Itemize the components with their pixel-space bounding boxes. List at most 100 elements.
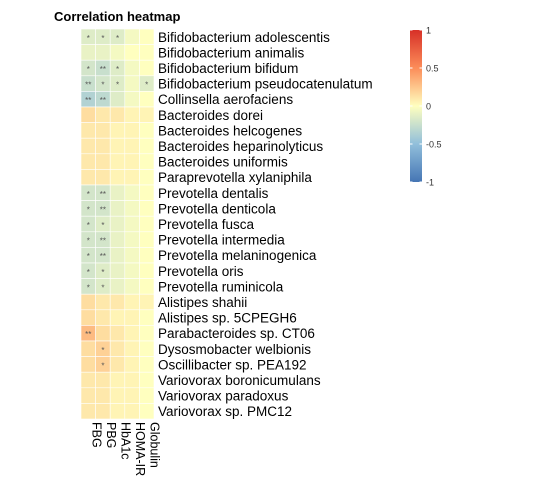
heatmap-cell-bacteroides-helcogenes-fbg — [80, 122, 96, 139]
heatmap-cell-alistipes-sp-5cpegh6-fbg — [80, 309, 96, 326]
heatmap-cell-prevotella-fusca-hba1c — [109, 215, 126, 233]
legend-tick-label: -1 — [426, 178, 434, 188]
significance-marker: ** — [85, 330, 91, 339]
heatmap-cell-oscillibacter-sp-pea192-homa-ir — [124, 356, 140, 373]
heatmap-cell-collinsella-aerofaciens-homa-ir — [124, 91, 140, 108]
heatmap-cell-prevotella-fusca-homa-ir — [124, 215, 140, 233]
significance-marker: * — [101, 283, 104, 292]
significance-marker: * — [116, 65, 119, 74]
row-label-prevotella-ruminicola: Prevotella ruminicola — [158, 279, 284, 294]
heatmap-cell-variovorax-boronicumulans-hba1c — [109, 371, 126, 389]
row-label-bacteroides-heparinolyticus: Bacteroides heparinolyticus — [158, 139, 323, 154]
heatmap-cell-prevotella-oris-homa-ir — [124, 262, 140, 279]
heatmap-cell-bifidobacterium-adolescentis-homa-ir — [124, 28, 140, 45]
row-label-variovorax-paradoxus: Variovorax paradoxus — [158, 389, 289, 404]
heatmap-cell-prevotella-dentalis-hba1c — [109, 184, 126, 201]
significance-marker: ** — [100, 205, 106, 214]
heatmap-cell-bacteroides-heparinolyticus-globulin — [139, 137, 155, 155]
heatmap-cell-prevotella-fusca-globulin — [139, 215, 155, 233]
heatmap-cell-paraprevotella-xylaniphila-pbg — [95, 169, 111, 186]
heatmap-cell-variovorax-boronicumulans-fbg — [80, 371, 96, 389]
heatmap-cell-prevotella-oris-globulin — [139, 262, 155, 279]
heatmap-cell-prevotella-denticola-globulin — [139, 200, 155, 217]
significance-marker: * — [87, 190, 90, 199]
heatmap-cell-bacteroides-heparinolyticus-fbg — [80, 137, 96, 155]
row-label-prevotella-melaninogenica: Prevotella melaninogenica — [158, 248, 317, 263]
heatmap-cell-alistipes-sp-5cpegh6-pbg — [95, 309, 111, 326]
significance-markers: * * ** ** *** * * *** *** *** *** ** *** *** ** ***** — [85, 34, 148, 371]
heatmap-cell-bacteroides-dorei-globulin — [139, 106, 155, 123]
column-labels: FBG PBG HbA1c HOMA-IR Globulin — [89, 422, 161, 476]
heatmap-cell-bifidobacterium-bifidum-globulin — [139, 59, 155, 77]
heatmap-cell-variovorax-sp-pmc12-pbg — [95, 403, 111, 420]
row-label-bifidobacterium-pseudocatenulatum: Bifidobacterium pseudocatenulatum — [158, 77, 373, 92]
legend-tick-label: 1 — [426, 26, 431, 36]
heatmap-cell-bacteroides-uniformis-pbg — [95, 153, 111, 170]
row-label-oscillibacter-sp-pea192: Oscillibacter sp. PEA192 — [158, 357, 307, 372]
heatmap-cell-prevotella-ruminicola-homa-ir — [124, 278, 140, 295]
heatmap-cell-bacteroides-dorei-fbg — [80, 106, 96, 123]
heatmap-cell-prevotella-intermedia-homa-ir — [124, 231, 140, 248]
heatmap-cell-variovorax-boronicumulans-homa-ir — [124, 371, 140, 389]
heatmap-cell-variovorax-sp-pmc12-globulin — [139, 403, 155, 420]
row-label-alistipes-sp-5cpegh6: Alistipes sp. 5CPEGH6 — [158, 311, 297, 326]
heatmap-cell-paraprevotella-xylaniphila-globulin — [139, 169, 155, 186]
heatmap-cell-prevotella-denticola-homa-ir — [124, 200, 140, 217]
significance-marker: * — [87, 221, 90, 230]
heatmap-cell-bacteroides-heparinolyticus-pbg — [95, 137, 111, 155]
heatmap-cell-dysosmobacter-welbionis-globulin — [139, 340, 155, 357]
heatmap-cell-alistipes-shahii-hba1c — [109, 293, 126, 311]
heatmap-cell-variovorax-boronicumulans-globulin — [139, 371, 155, 389]
heatmap-cell-dysosmobacter-welbionis-hba1c — [109, 340, 126, 357]
row-label-prevotella-intermedia: Prevotella intermedia — [158, 233, 285, 248]
significance-marker: * — [87, 237, 90, 246]
heatmap-cell-oscillibacter-sp-pea192-fbg — [80, 356, 96, 373]
row-label-prevotella-denticola: Prevotella denticola — [158, 201, 276, 216]
significance-marker: * — [87, 34, 90, 43]
significance-marker: * — [101, 221, 104, 230]
significance-marker: ** — [100, 96, 106, 105]
heatmap-cell-prevotella-dentalis-homa-ir — [124, 184, 140, 201]
significance-marker: * — [87, 283, 90, 292]
heatmap-cell-alistipes-sp-5cpegh6-globulin — [139, 309, 155, 326]
heatmap-cell-prevotella-intermedia-hba1c — [109, 231, 126, 248]
heatmap-cell-alistipes-sp-5cpegh6-homa-ir — [124, 309, 140, 326]
chart-title: Correlation heatmap — [54, 9, 181, 24]
row-label-prevotella-dentalis: Prevotella dentalis — [158, 186, 269, 201]
heatmap-cell-paraprevotella-xylaniphila-fbg — [80, 169, 96, 186]
significance-marker: * — [101, 34, 104, 43]
heatmap-cell-paraprevotella-xylaniphila-homa-ir — [124, 169, 140, 186]
heatmap-cell-bacteroides-dorei-pbg — [95, 106, 111, 123]
significance-marker: ** — [100, 252, 106, 261]
column-label-fbg: FBG — [89, 422, 103, 448]
heatmap-cell-bifidobacterium-animalis-hba1c — [109, 44, 126, 61]
significance-marker: ** — [100, 190, 106, 199]
heatmap-cell-alistipes-shahii-fbg — [80, 293, 96, 311]
row-label-bacteroides-uniformis: Bacteroides uniformis — [158, 155, 288, 170]
heatmap-cell-bacteroides-uniformis-fbg — [80, 153, 96, 170]
heatmap-cell-paraprevotella-xylaniphila-hba1c — [109, 169, 126, 186]
heatmap-cell-bacteroides-helcogenes-globulin — [139, 122, 155, 139]
legend-tick-label: -0.5 — [426, 140, 442, 150]
heatmap-cell-variovorax-sp-pmc12-fbg — [80, 403, 96, 420]
row-label-bacteroides-helcogenes: Bacteroides helcogenes — [158, 123, 302, 138]
heatmap-cell-parabacteroides-sp-ct06-homa-ir — [124, 325, 140, 342]
column-label-hba1c: HbA1c — [119, 422, 133, 460]
heatmap-cell-bifidobacterium-adolescentis-globulin — [139, 28, 155, 45]
column-label-globulin: Globulin — [148, 422, 162, 468]
significance-marker: * — [116, 81, 119, 90]
heatmap-cell-prevotella-melaninogenica-hba1c — [109, 247, 126, 264]
heatmap-cell-prevotella-melaninogenica-homa-ir — [124, 247, 140, 264]
heatmap-cell-variovorax-sp-pmc12-homa-ir — [124, 403, 140, 420]
heatmap-cell-bacteroides-dorei-homa-ir — [124, 106, 140, 123]
row-label-bifidobacterium-bifidum: Bifidobacterium bifidum — [158, 61, 298, 76]
significance-marker: * — [145, 81, 148, 90]
significance-marker: * — [87, 268, 90, 277]
heatmap-cell-variovorax-paradoxus-globulin — [139, 387, 155, 404]
heatmap-cell-variovorax-paradoxus-homa-ir — [124, 387, 140, 404]
heatmap-cell-bifidobacterium-animalis-pbg — [95, 44, 111, 61]
heatmap-cell-collinsella-aerofaciens-hba1c — [109, 91, 126, 108]
significance-marker: ** — [85, 81, 91, 90]
row-label-parabacteroides-sp-ct06: Parabacteroides sp. CT06 — [158, 326, 315, 341]
heatmap-cell-prevotella-dentalis-globulin — [139, 184, 155, 201]
